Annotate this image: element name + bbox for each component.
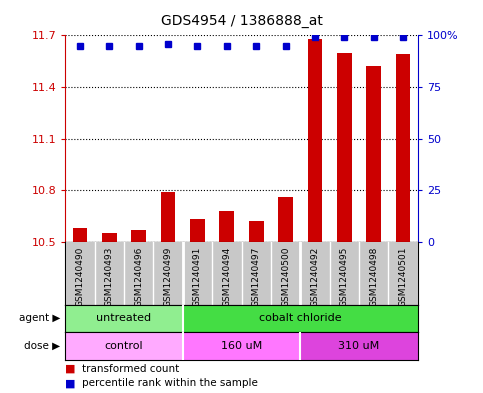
Text: GSM1240497: GSM1240497 xyxy=(252,247,261,307)
Bar xyxy=(65,332,183,360)
Bar xyxy=(300,332,418,360)
Text: GSM1240494: GSM1240494 xyxy=(222,247,231,307)
Bar xyxy=(65,305,183,332)
Text: GSM1240499: GSM1240499 xyxy=(164,247,172,307)
Text: untreated: untreated xyxy=(97,313,152,323)
Text: GSM1240496: GSM1240496 xyxy=(134,247,143,307)
Text: GSM1240498: GSM1240498 xyxy=(369,247,378,307)
Text: ■: ■ xyxy=(65,364,76,374)
Text: dose ▶: dose ▶ xyxy=(24,341,60,351)
Text: cobalt chloride: cobalt chloride xyxy=(259,313,341,323)
Bar xyxy=(183,332,300,360)
Text: GSM1240500: GSM1240500 xyxy=(281,247,290,307)
Text: control: control xyxy=(105,341,143,351)
Bar xyxy=(308,39,322,242)
Text: agent ▶: agent ▶ xyxy=(19,313,60,323)
Bar xyxy=(367,66,381,242)
Bar xyxy=(161,192,175,242)
Bar xyxy=(396,54,411,242)
Bar xyxy=(190,219,205,242)
Bar xyxy=(249,221,264,242)
Bar xyxy=(337,53,352,242)
Text: 310 uM: 310 uM xyxy=(339,341,380,351)
Bar xyxy=(72,228,87,242)
Text: 160 uM: 160 uM xyxy=(221,341,262,351)
Text: percentile rank within the sample: percentile rank within the sample xyxy=(82,378,258,388)
Text: GSM1240495: GSM1240495 xyxy=(340,247,349,307)
Bar xyxy=(131,230,146,242)
Bar xyxy=(102,233,116,242)
Text: GSM1240492: GSM1240492 xyxy=(311,247,319,307)
Bar xyxy=(219,211,234,242)
Text: ■: ■ xyxy=(65,378,76,388)
Text: transformed count: transformed count xyxy=(82,364,179,374)
Text: GDS4954 / 1386888_at: GDS4954 / 1386888_at xyxy=(160,14,323,28)
Bar xyxy=(183,305,418,332)
Text: GSM1240493: GSM1240493 xyxy=(105,247,114,307)
Text: GSM1240501: GSM1240501 xyxy=(398,247,408,307)
Bar xyxy=(278,197,293,242)
Text: GSM1240490: GSM1240490 xyxy=(75,247,85,307)
Text: GSM1240491: GSM1240491 xyxy=(193,247,202,307)
